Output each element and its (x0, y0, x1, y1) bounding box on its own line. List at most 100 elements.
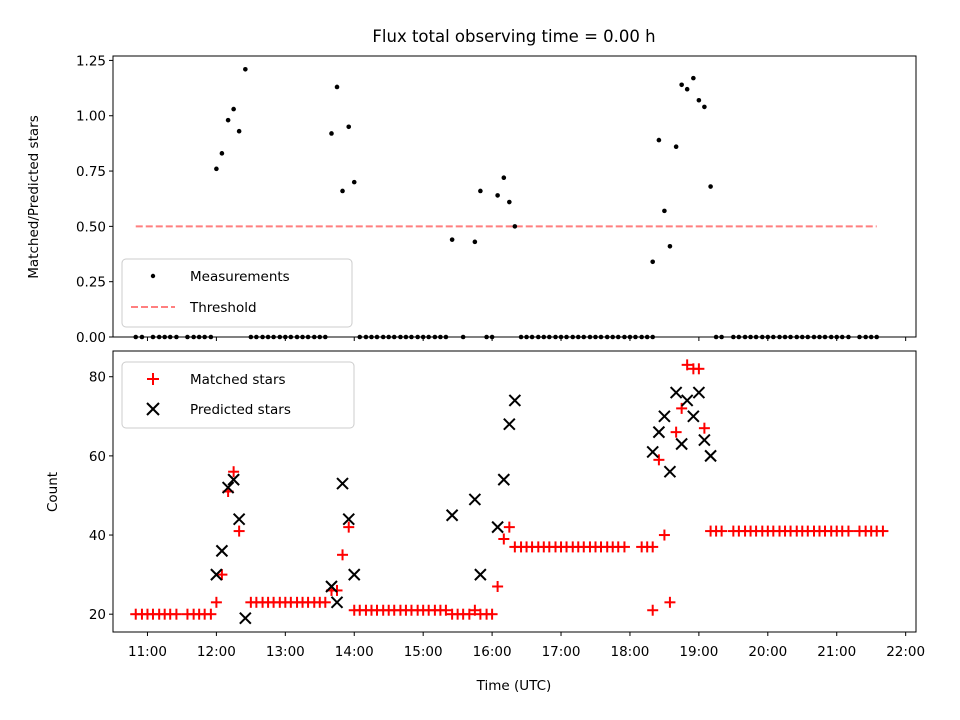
predicted-point (692, 386, 706, 399)
measurement-point (708, 184, 713, 189)
matched-point (877, 525, 889, 537)
predicted-point (468, 493, 482, 506)
predicted-point (663, 465, 677, 478)
measurement-point (478, 188, 483, 194)
measurement-point (656, 137, 662, 143)
matched-point (331, 584, 343, 596)
count-x-axis: 11:00 12:00 13:00 14:00 15:00 16:00 17:00 18:00… (128, 632, 925, 660)
predicted-point (221, 481, 235, 494)
y-tick-label: 0.75 (76, 164, 106, 180)
measurement-point (696, 97, 702, 103)
y-tick-label: 20 (89, 607, 106, 623)
predicted-point (227, 473, 240, 486)
predicted-point (445, 509, 459, 522)
measurement-point (702, 104, 707, 110)
x-tick-label: 16:00 (473, 644, 512, 660)
measurement-point (243, 66, 248, 72)
x-tick-label: 13:00 (266, 644, 305, 660)
measurement-point (225, 117, 231, 123)
matched-point (664, 596, 676, 608)
legend-measurements-label: Measurements (190, 269, 290, 285)
matched-point (469, 604, 481, 616)
matched-point (463, 608, 475, 620)
predicted-point (342, 512, 355, 526)
x-tick-label: 12:00 (197, 644, 236, 660)
matched-point (440, 604, 452, 616)
matched-point (337, 549, 349, 561)
measurement-point (691, 75, 696, 81)
ratio-y-axis-label: Matched/Predicted stars (26, 115, 42, 278)
measurement-point (346, 124, 352, 130)
measurement-point (673, 144, 679, 150)
predicted-point (232, 512, 246, 526)
matched-point (492, 580, 504, 592)
x-tick-label: 21:00 (817, 644, 856, 660)
x-tick-label: 17:00 (542, 644, 581, 660)
y-tick-label: 1.25 (76, 53, 106, 69)
y-tick-label: 60 (89, 449, 106, 465)
y-tick-label: 0.50 (76, 219, 106, 235)
predicted-point (675, 437, 688, 451)
predicted-point (210, 568, 223, 581)
matched-point (658, 529, 670, 541)
legend-matched-label: Matched stars (190, 372, 286, 388)
legend-predicted-label: Predicted stars (190, 402, 291, 418)
matched-point (842, 525, 854, 537)
measurement-point (351, 179, 357, 185)
predicted-point (215, 544, 229, 558)
matched-point (233, 525, 245, 537)
measurement-point (231, 106, 236, 112)
x-tick-label: 19:00 (679, 644, 718, 660)
y-tick-label: 40 (89, 528, 106, 544)
ratio-legend: Measurements Threshold (121, 258, 353, 328)
measurement-point (650, 259, 655, 265)
matched-point (216, 569, 228, 581)
predicted-point (491, 520, 504, 534)
matched-point (228, 466, 240, 478)
matched-point (698, 422, 710, 434)
measurement-point (507, 199, 512, 205)
matched-point (503, 521, 515, 533)
matched-point (647, 604, 659, 616)
predicted-point (503, 418, 516, 431)
measurement-point (684, 86, 690, 92)
matched-point (498, 533, 510, 545)
matched-point (205, 608, 217, 620)
matched-point (319, 596, 331, 608)
matched-point (210, 596, 222, 608)
measurement-point (236, 128, 242, 134)
chart-title: Flux total observing time = 0.00 h (372, 27, 655, 46)
predicted-point (646, 445, 659, 459)
predicted-point (330, 596, 344, 609)
matched-point (670, 426, 682, 438)
y-tick-label: 80 (89, 370, 106, 386)
predicted-point (687, 410, 700, 423)
legend-matched-marker (147, 373, 159, 385)
ratio-x-axis (146, 337, 907, 341)
matched-point (693, 363, 705, 375)
measurement-point (214, 166, 219, 172)
predicted-point (698, 433, 711, 447)
measurement-point (501, 175, 507, 180)
x-tick-label: 15:00 (404, 644, 443, 660)
x-tick-label: 14:00 (335, 644, 374, 660)
predicted-point (497, 473, 511, 486)
predicted-point (680, 394, 694, 407)
measurement-point (667, 243, 673, 249)
ratio-axes-frame (112, 55, 917, 338)
y-tick-label: 0.25 (76, 275, 106, 291)
y-tick-label: 0.00 (76, 330, 106, 346)
measurement-point (334, 84, 340, 90)
legend-measurements-marker (150, 273, 156, 279)
x-tick-label: 20:00 (748, 644, 787, 660)
predicted-point (239, 611, 252, 625)
predicted-point (474, 568, 487, 581)
matched-point (170, 608, 182, 620)
predicted-point (336, 477, 349, 490)
matched-point (343, 521, 355, 533)
measurement-point (340, 188, 345, 194)
count-y-axis-label: Count (45, 472, 61, 512)
